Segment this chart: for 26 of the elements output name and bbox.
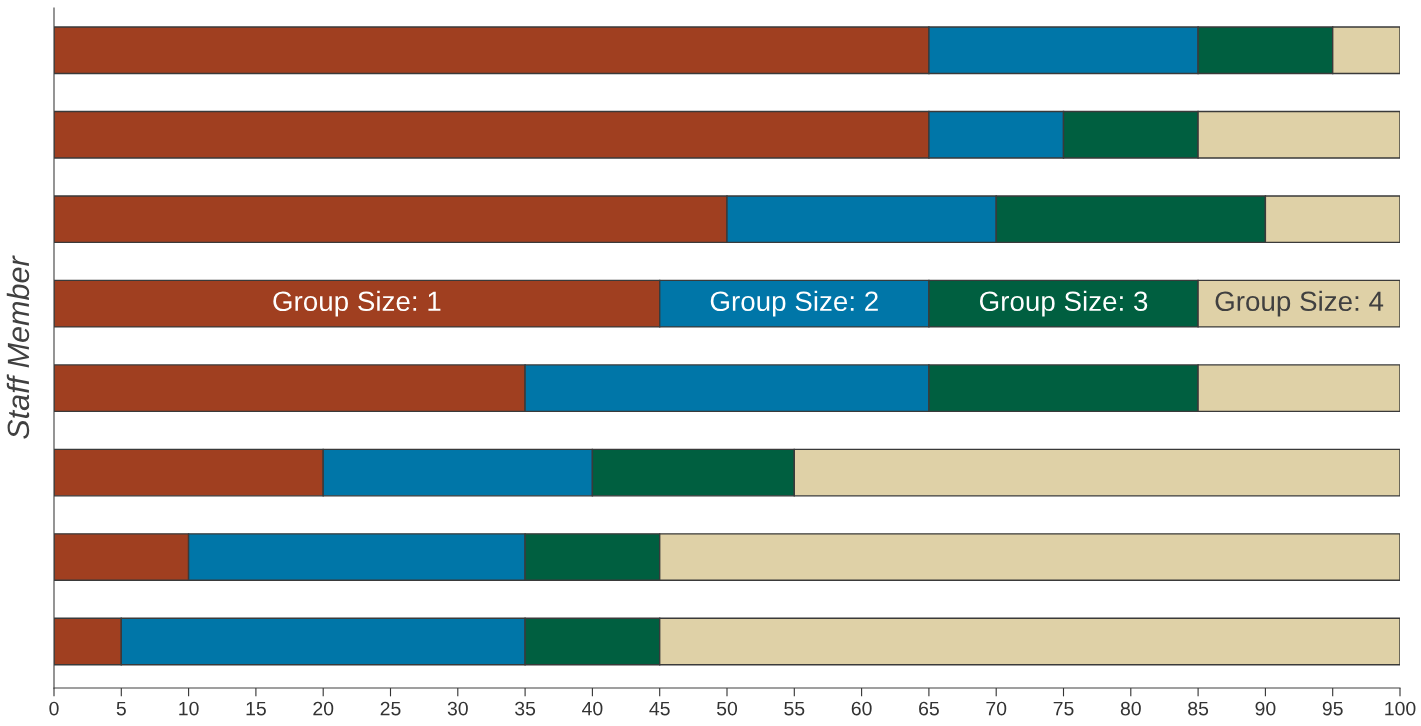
series-label: Group Size: 4	[1215, 290, 1384, 317]
series-label: Group Size: 3	[979, 290, 1148, 317]
series-label: Group Size: 1	[273, 290, 441, 317]
x-tick-label: 60	[851, 701, 872, 716]
x-tick-label: 95	[1322, 701, 1343, 716]
x-tick-label: 15	[246, 701, 266, 716]
x-tick-label: 70	[986, 701, 1007, 716]
x-tick-label: 5	[116, 701, 126, 716]
x-tick-label: 25	[380, 701, 401, 716]
x-tick-label: 0	[49, 701, 59, 716]
x-tick-label: 35	[515, 701, 536, 716]
x-tick-label: 65	[919, 701, 939, 716]
x-tick-label: 50	[716, 701, 738, 716]
x-tick-label: 100	[1385, 701, 1416, 716]
x-tick-label: 75	[1053, 701, 1074, 716]
x-tick-label: 45	[649, 701, 670, 716]
x-tick-label: 10	[179, 701, 199, 716]
x-tick-label: 85	[1188, 701, 1209, 716]
y-axis-title: Staff Member	[6, 255, 30, 439]
series-label: Group Size: 2	[710, 290, 878, 317]
x-tick-label: 90	[1255, 701, 1276, 716]
x-tick-label: 80	[1120, 701, 1141, 716]
x-tick-label: 20	[313, 701, 334, 716]
x-tick-label: 30	[447, 701, 468, 716]
x-tick-label: 40	[582, 701, 603, 716]
x-tick-label: 55	[784, 701, 805, 716]
